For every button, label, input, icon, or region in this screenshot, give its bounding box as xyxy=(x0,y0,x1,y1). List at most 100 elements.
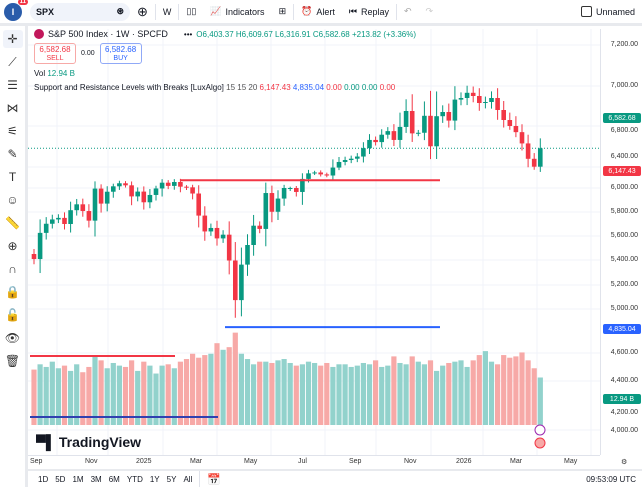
candle-body xyxy=(178,182,183,187)
checkbox-icon xyxy=(580,6,592,17)
alert-button[interactable]: ⏰ Alert xyxy=(294,2,342,22)
volume-bar xyxy=(354,365,360,425)
volume-bar xyxy=(92,356,98,425)
candle-body xyxy=(129,185,134,197)
candle-body xyxy=(306,173,311,179)
candle-body xyxy=(190,187,195,194)
text-icon[interactable]: T xyxy=(8,170,17,184)
brush-icon[interactable]: ✎ xyxy=(7,147,18,161)
volume-bar xyxy=(440,365,446,425)
trash-icon[interactable]: 🗑 xyxy=(4,354,21,368)
symbol-search[interactable]: SPX ⊛ xyxy=(30,2,130,21)
sell-button[interactable]: 6,582.68 SELL xyxy=(34,43,76,64)
candle-body xyxy=(153,188,159,195)
price-label: 7,000.00 xyxy=(610,82,638,89)
candle-body xyxy=(531,158,537,167)
volume-bar xyxy=(275,360,281,425)
volume-bar xyxy=(537,377,543,425)
price-axis[interactable]: 7,200.00 7,000.00 6,800.00 6,400.00 6,00… xyxy=(600,29,642,455)
volume-bar xyxy=(251,364,257,425)
layout-button[interactable]: Unnamed xyxy=(574,2,642,22)
compare-button[interactable]: ⊕ xyxy=(130,2,155,22)
candle-body xyxy=(294,188,299,192)
range-5d[interactable]: 5D xyxy=(55,474,66,484)
volume-bar xyxy=(153,373,159,425)
fib-icon[interactable]: ☰ xyxy=(7,78,18,92)
candle-body xyxy=(495,98,500,110)
volume-bar xyxy=(299,364,305,425)
buy-button[interactable]: 6,582.68 BUY xyxy=(99,43,142,64)
eye-icon[interactable]: 👁 xyxy=(4,331,21,345)
range-1y[interactable]: 1Y xyxy=(149,474,160,484)
indicators-button[interactable]: 📈 Indicators xyxy=(203,2,271,22)
candle-body xyxy=(342,160,348,162)
range-1d[interactable]: 1D xyxy=(38,474,49,484)
replay-button[interactable]: ⏮ Replay xyxy=(342,2,396,22)
price-chart[interactable] xyxy=(28,29,600,455)
resistance-tag: 6,147.43 xyxy=(603,166,641,176)
volume-bar xyxy=(159,365,165,425)
volume-bar xyxy=(122,366,129,425)
candle-body xyxy=(208,227,214,232)
candle-body xyxy=(141,191,147,203)
interval-button[interactable]: W xyxy=(162,6,172,17)
time-axis[interactable]: Sep Nov 2025 Mar May Jul Sep Nov 2026 Ma… xyxy=(28,455,627,469)
price-label: 5,400.00 xyxy=(610,256,638,263)
candle-body xyxy=(239,264,244,301)
lock-drawings-icon[interactable]: 🔒 xyxy=(5,285,20,299)
candle-body xyxy=(300,178,305,192)
goto-date-icon[interactable]: 📅 xyxy=(207,473,222,486)
volume-bar xyxy=(208,353,214,425)
candle-body xyxy=(233,260,238,301)
volume-bar xyxy=(37,364,43,425)
volume-bar xyxy=(232,332,238,425)
chart-type-button[interactable]: ▯▯ xyxy=(179,2,203,22)
user-avatar[interactable]: I 11 xyxy=(4,0,28,21)
indicator-legend[interactable]: Support and Resistance Levels with Break… xyxy=(34,83,416,92)
volume-bar xyxy=(452,361,458,425)
emoji-icon[interactable]: ☺ xyxy=(6,193,19,207)
tv-logo-icon: ▀▌ xyxy=(36,434,56,450)
volume-bar xyxy=(31,369,37,425)
volume-bar xyxy=(202,355,208,425)
magnet-icon[interactable]: ∩ xyxy=(8,262,17,276)
candle-body xyxy=(220,234,226,239)
range-1m[interactable]: 1M xyxy=(72,474,84,484)
value-1: 0.00 xyxy=(326,83,342,92)
volume-bar xyxy=(68,370,74,425)
range-3m[interactable]: 3M xyxy=(90,474,102,484)
candle-body xyxy=(43,223,49,233)
range-6m[interactable]: 6M xyxy=(108,474,120,484)
range-ytd[interactable]: YTD xyxy=(126,474,143,484)
zoom-in-icon[interactable]: ⊕ xyxy=(7,239,18,253)
crosshair-icon[interactable]: ✛ xyxy=(2,30,23,48)
time-label: Jul xyxy=(298,458,307,465)
indicator-name: Support and Resistance Levels with Break… xyxy=(34,83,224,92)
redo-button[interactable]: ↷ xyxy=(425,6,434,16)
volume-bar xyxy=(220,349,226,425)
pattern-icon[interactable]: ⋈ xyxy=(6,101,19,115)
ruler-icon[interactable]: 📏 xyxy=(5,216,20,230)
trendline-icon[interactable]: ⟋ xyxy=(8,54,17,69)
volume-bar xyxy=(330,366,336,425)
candle-body xyxy=(525,143,531,159)
clock: 09:53:09 UTC xyxy=(586,474,636,484)
templates-button[interactable]: ⊞ xyxy=(272,2,294,22)
time-label: Mar xyxy=(510,458,523,465)
range-all[interactable]: All xyxy=(183,474,193,484)
candle-body xyxy=(355,156,360,159)
settings-icon[interactable]: ⚙ xyxy=(621,459,628,466)
volume-bar xyxy=(177,361,183,425)
candle-body xyxy=(68,210,73,224)
lock-icon[interactable]: 🔓 xyxy=(5,308,20,322)
more-icon[interactable]: ••• xyxy=(183,29,193,39)
time-label: Sep xyxy=(349,458,362,465)
undo-button[interactable]: ↶ xyxy=(403,6,412,16)
candle-body xyxy=(104,191,110,204)
event-flag-icon xyxy=(534,437,546,449)
candle-body xyxy=(135,191,140,197)
volume-bar xyxy=(482,351,488,425)
watchlist-icon[interactable]: ⊛ xyxy=(116,6,124,16)
forecast-icon[interactable]: ⚟ xyxy=(7,124,18,138)
range-5y[interactable]: 5Y xyxy=(166,474,177,484)
